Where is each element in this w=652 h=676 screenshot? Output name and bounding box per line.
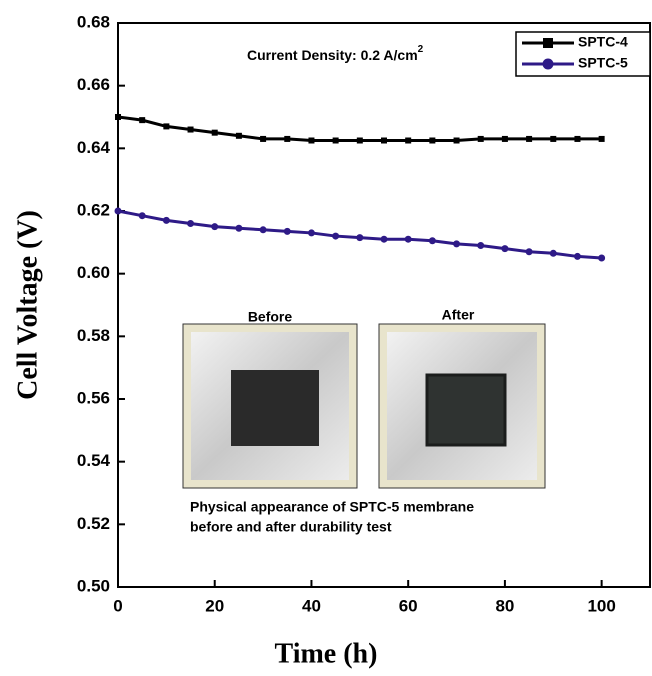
marker	[211, 223, 219, 231]
x-tick-label: 20	[205, 596, 224, 615]
marker	[356, 137, 363, 144]
marker	[308, 137, 315, 144]
marker	[307, 229, 315, 237]
marker	[211, 129, 218, 136]
annotation: Current Density: 0.2 A/cm2	[247, 44, 424, 63]
marker	[235, 224, 243, 232]
marker	[526, 135, 533, 142]
marker	[453, 240, 461, 248]
marker	[259, 226, 267, 234]
inset: Before After Physical appearance of SPTC…	[182, 307, 546, 535]
y-tick-label: 0.54	[77, 451, 111, 470]
marker	[332, 137, 339, 144]
after-label: After	[442, 307, 475, 323]
membrane	[231, 370, 319, 446]
y-tick-label: 0.52	[77, 514, 110, 533]
y-axis-title: Cell Voltage (V)	[12, 210, 43, 400]
marker	[163, 123, 170, 130]
marker	[381, 137, 387, 144]
marker	[380, 235, 388, 243]
legend-marker	[543, 38, 553, 48]
marker	[187, 126, 194, 133]
y-tick-label: 0.62	[77, 200, 110, 219]
marker	[453, 137, 460, 144]
marker	[260, 135, 267, 142]
marker	[283, 227, 291, 235]
annotation-text: Current Density: 0.2 A/cm	[247, 47, 418, 63]
marker	[162, 216, 170, 224]
x-tick-label: 0	[113, 596, 122, 615]
marker	[550, 135, 557, 142]
marker	[429, 137, 436, 144]
caption: before and after durability test	[190, 519, 392, 535]
marker	[235, 132, 242, 139]
y-tick-label: 0.68	[77, 12, 110, 31]
membrane	[425, 373, 507, 447]
y-tick-label: 0.58	[77, 326, 110, 345]
plot-frame	[117, 22, 651, 588]
y-tick-label: 0.50	[77, 576, 110, 595]
legend-marker	[542, 58, 554, 70]
marker	[477, 135, 484, 142]
y-tick-label: 0.56	[77, 388, 110, 407]
y-tick-label: 0.64	[77, 138, 111, 157]
marker	[501, 135, 508, 142]
x-tick-label: 40	[302, 596, 321, 615]
marker	[356, 234, 364, 242]
marker	[139, 117, 146, 124]
legend-box	[515, 31, 651, 77]
marker	[114, 207, 122, 215]
x-axis-title: Time (h)	[275, 638, 378, 669]
marker	[525, 248, 533, 256]
marker	[138, 212, 146, 220]
marker	[574, 135, 581, 142]
caption: Physical appearance of SPTC-5 membrane	[190, 499, 474, 515]
x-tick-label: 80	[495, 596, 514, 615]
marker	[187, 220, 195, 228]
legend-label: SPTC-4	[578, 34, 628, 50]
marker	[598, 254, 606, 262]
marker	[477, 241, 485, 249]
marker	[332, 232, 340, 240]
legend-label: SPTC-5	[578, 55, 628, 71]
marker	[405, 137, 412, 144]
annotation-sup: 2	[418, 44, 424, 55]
marker	[428, 237, 436, 245]
marker	[501, 245, 509, 253]
marker	[573, 252, 581, 260]
before-label: Before	[248, 309, 293, 325]
marker	[549, 249, 557, 257]
marker	[404, 235, 412, 243]
marker	[598, 135, 605, 142]
x-tick-label: 60	[399, 596, 418, 615]
marker	[284, 135, 291, 142]
x-tick-label: 100	[587, 596, 615, 615]
y-tick-label: 0.66	[77, 75, 110, 94]
marker	[115, 114, 121, 120]
y-tick-label: 0.60	[77, 263, 110, 282]
